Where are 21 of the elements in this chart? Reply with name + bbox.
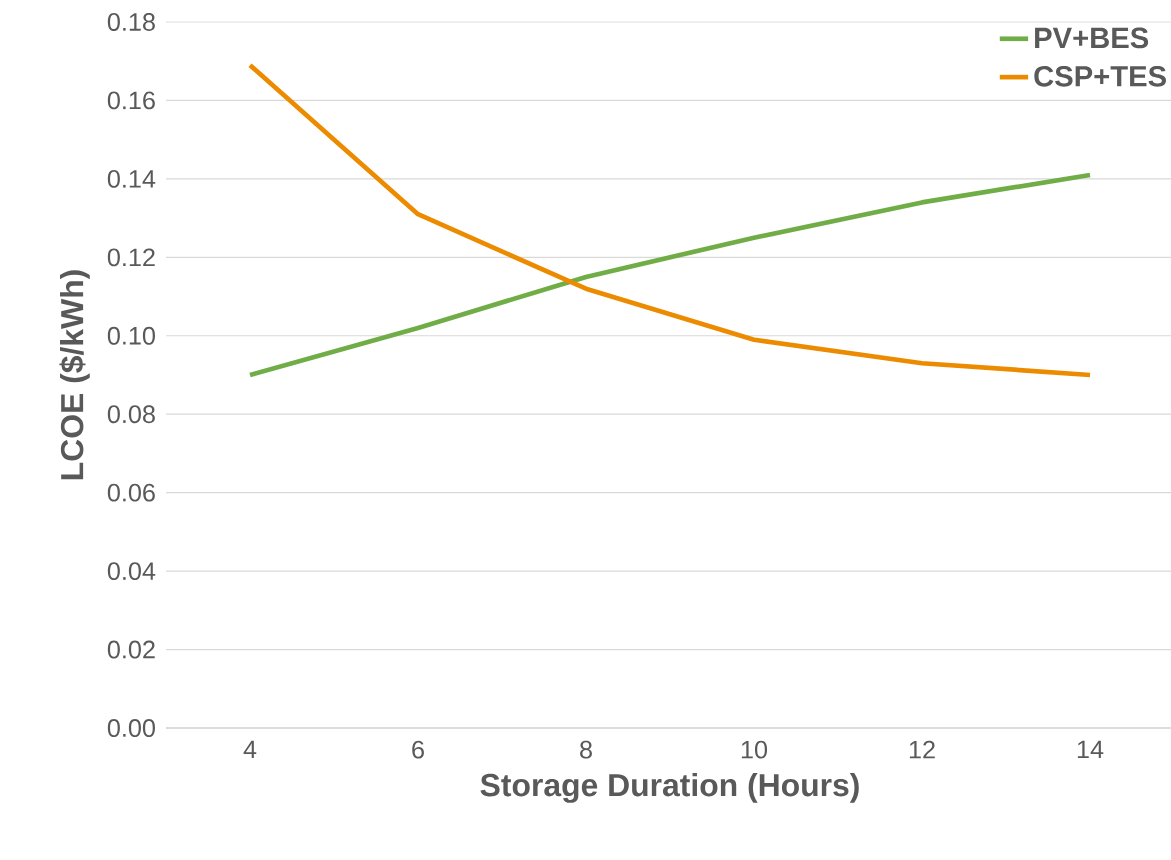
x-tick-label: 10 (741, 740, 768, 759)
x-tick-label: 12 (909, 740, 935, 759)
y-tick-label: 0.06 (107, 483, 155, 502)
y-tick-label: 0.16 (107, 91, 155, 110)
y-tick-label: 0.10 (107, 326, 155, 345)
x-tick-label: 4 (243, 740, 257, 759)
legend-label: PV+BES (1035, 27, 1149, 49)
x-tick-label: 14 (1077, 740, 1104, 759)
line-series (247, 172, 1093, 378)
y-axis-title: LCOE ($/kWh) (59, 270, 90, 480)
y-tick-label: 0.14 (107, 169, 156, 188)
y-tick-label: 0.12 (107, 248, 155, 267)
y-tick-label: 0.08 (107, 405, 155, 424)
x-tick-label: 8 (580, 740, 592, 759)
legend-label: CSP+TES (1034, 65, 1166, 87)
y-tick-label: 0.04 (107, 562, 156, 581)
x-axis-title: Storage Duration (Hours) (480, 773, 859, 803)
y-tick-label: 0.18 (107, 13, 155, 31)
y-tick-label: 0.00 (107, 719, 155, 737)
x-tick-label: 6 (412, 740, 424, 759)
y-tick-label: 0.02 (107, 640, 155, 659)
